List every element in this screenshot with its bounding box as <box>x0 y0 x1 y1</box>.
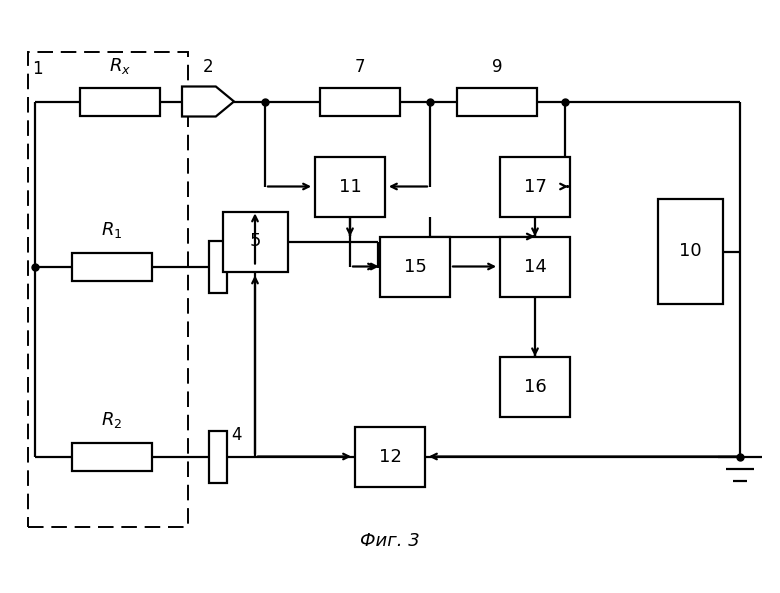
Polygon shape <box>182 87 234 116</box>
Text: $R_x$: $R_x$ <box>109 56 131 75</box>
Text: 5: 5 <box>250 232 261 250</box>
Bar <box>222 212 288 272</box>
Text: 12: 12 <box>378 448 402 466</box>
Text: 15: 15 <box>403 257 427 276</box>
Text: $R_2$: $R_2$ <box>101 410 122 431</box>
Bar <box>500 157 570 216</box>
Text: 4: 4 <box>231 426 242 445</box>
Text: $R_1$: $R_1$ <box>101 221 122 241</box>
Bar <box>72 253 152 280</box>
Bar <box>209 241 227 292</box>
Text: 3: 3 <box>231 237 242 254</box>
Bar <box>355 426 425 486</box>
Bar <box>80 88 160 116</box>
Bar <box>72 442 152 470</box>
Bar <box>658 199 722 304</box>
Bar <box>500 237 570 296</box>
Text: 10: 10 <box>679 243 701 260</box>
Text: 11: 11 <box>339 177 361 196</box>
Bar <box>500 356 570 416</box>
Bar <box>209 431 227 483</box>
Bar <box>457 88 537 116</box>
Text: 1: 1 <box>32 59 43 78</box>
Text: 14: 14 <box>523 257 547 276</box>
Text: Фиг. 3: Фиг. 3 <box>360 531 420 550</box>
Text: 16: 16 <box>523 378 546 396</box>
Bar <box>320 88 400 116</box>
Bar <box>315 157 385 216</box>
Bar <box>380 237 450 296</box>
Text: 7: 7 <box>355 58 365 75</box>
Text: 9: 9 <box>491 58 502 75</box>
Text: 2: 2 <box>203 58 213 75</box>
Text: 17: 17 <box>523 177 547 196</box>
